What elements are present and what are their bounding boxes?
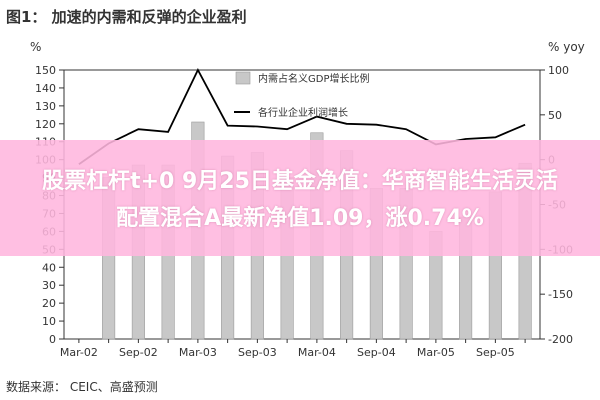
left-axis-tick-label: 150 [35, 64, 56, 77]
data-source: 数据来源： CEIC、高盛预测 [6, 380, 158, 394]
headline-line-1: 股票杠杆t+0 9月25日基金净值：华商智能生活灵活 [42, 169, 558, 194]
left-axis-tick-label: 40 [42, 261, 56, 274]
right-axis-tick-label: 50 [548, 109, 562, 122]
left-axis-tick-label: 30 [42, 279, 56, 292]
x-axis-tick-label: Sep-05 [476, 346, 515, 359]
figure-title: 图1： 加速的内需和反弹的企业盈利 [6, 8, 247, 26]
headline-line-2: 配置混合A最新净值1.09，涨0.74% [116, 206, 484, 231]
x-axis-tick-label: Sep-03 [238, 346, 277, 359]
legend-bar-swatch [235, 71, 251, 85]
right-axis-tick-label: -200 [548, 333, 573, 346]
right-axis-unit: % yoy [548, 40, 585, 54]
left-axis-tick-label: 130 [35, 100, 56, 113]
left-axis-tick-label: 20 [42, 297, 56, 310]
left-axis-tick-label: 10 [42, 315, 56, 328]
x-axis-tick-label: Mar-02 [60, 346, 98, 359]
legend-bar-label: 内需占名义GDP增长比例 [258, 72, 369, 85]
right-axis-tick-label: 100 [548, 64, 569, 77]
left-axis-tick-label: 140 [35, 82, 56, 95]
x-axis-tick-label: Mar-03 [179, 346, 217, 359]
left-axis-tick-label: 0 [49, 333, 56, 346]
right-axis-tick-label: -150 [548, 288, 573, 301]
x-axis-tick-label: Sep-04 [357, 346, 396, 359]
headline-banner [0, 140, 600, 256]
x-axis-tick-label: Mar-04 [298, 346, 336, 359]
x-axis-tick-label: Mar-05 [417, 346, 455, 359]
legend-line-label: 各行业企业利润增长 [258, 106, 348, 119]
left-axis-tick-label: 120 [35, 118, 56, 131]
left-axis-unit: % [30, 40, 42, 54]
x-axis-tick-label: Sep-02 [119, 346, 158, 359]
